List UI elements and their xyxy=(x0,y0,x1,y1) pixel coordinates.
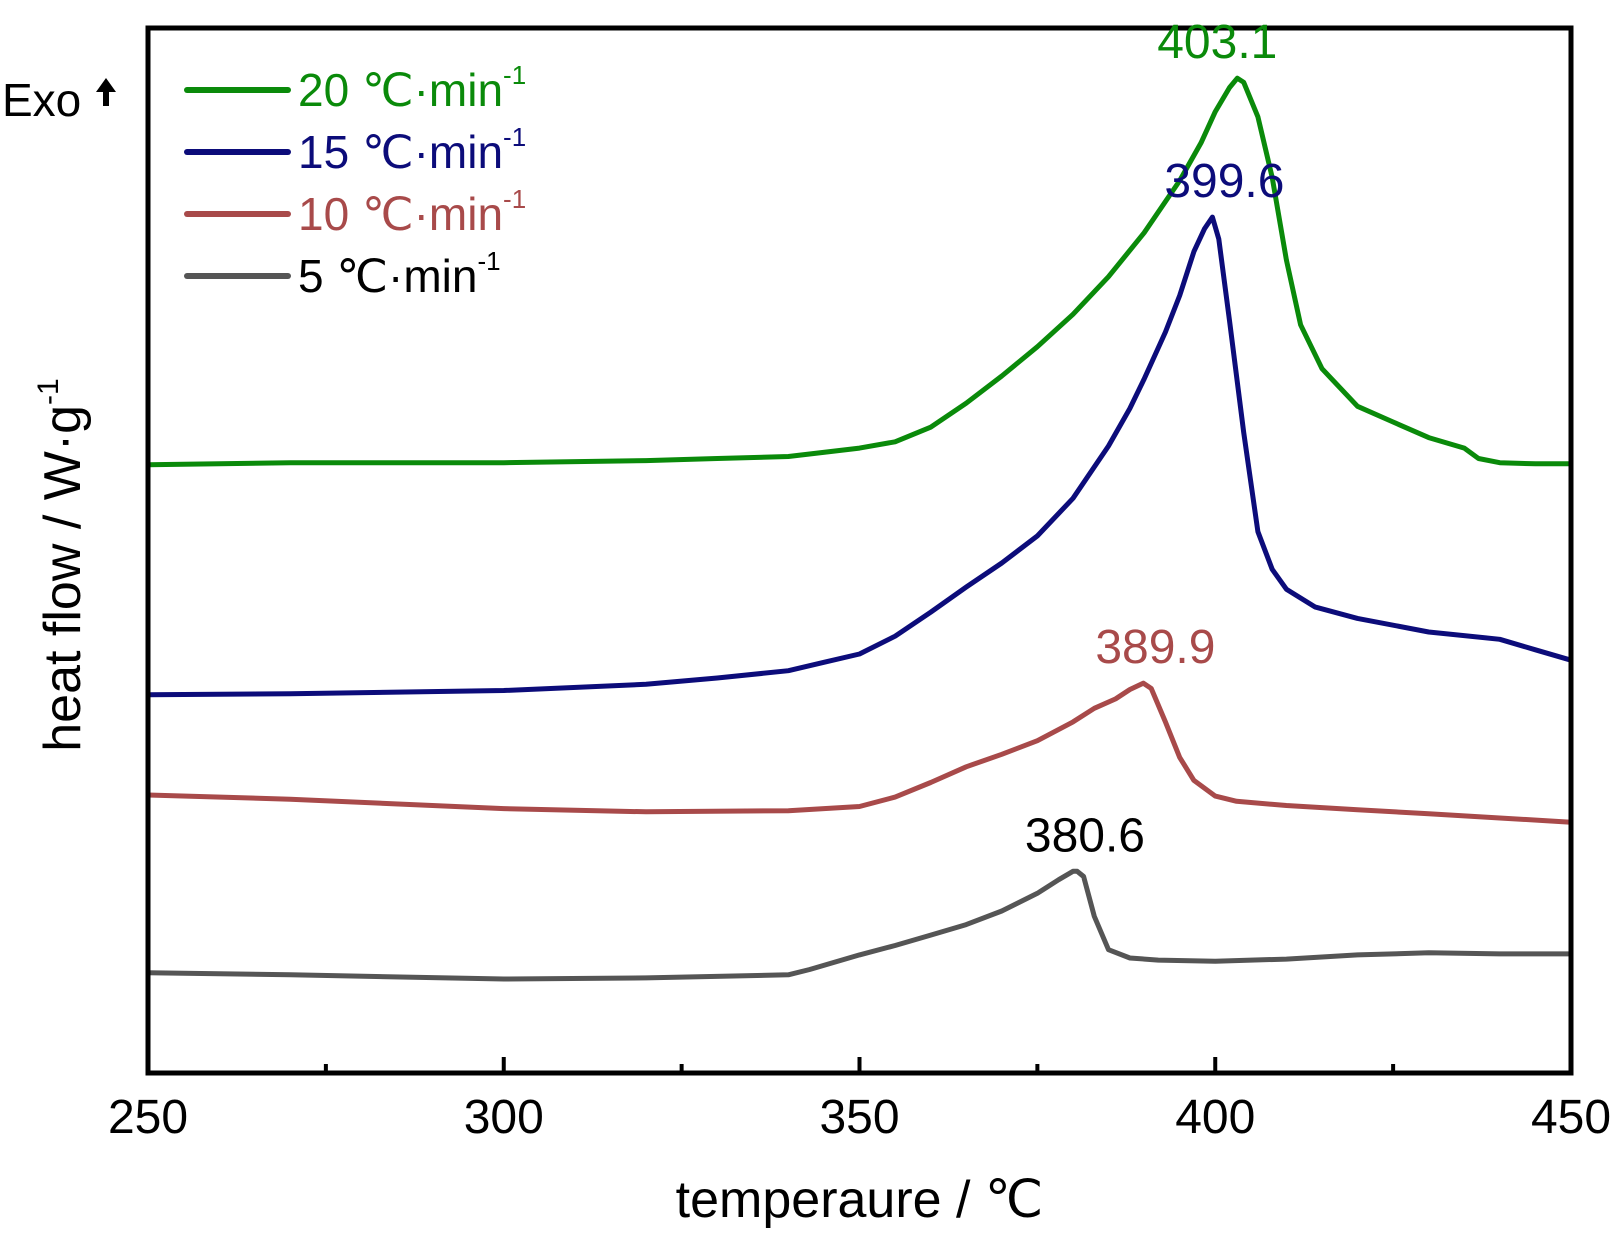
peak-label-0: 403.1 xyxy=(1157,16,1277,69)
legend-label-1: 15 ℃·min-1 xyxy=(298,122,526,178)
legend-label-0: 20 ℃·min-1 xyxy=(298,60,526,116)
series-line-1 xyxy=(145,214,1574,698)
up-arrow-icon xyxy=(96,78,116,106)
x-tick-label: 300 xyxy=(464,1091,544,1144)
series-layer xyxy=(145,75,1574,982)
series-line-2 xyxy=(145,680,1574,825)
x-tick-label: 250 xyxy=(108,1091,188,1144)
series-line-3 xyxy=(145,868,1574,982)
exo-indicator: Exo xyxy=(2,74,116,126)
legend-label-2: 10 ℃·min-1 xyxy=(298,184,526,240)
tick-layer: 250 300 350 400 450 xyxy=(108,1057,1611,1144)
plot-frame xyxy=(145,25,1574,1076)
peak-label-3: 380.6 xyxy=(1025,809,1145,862)
x-tick-label: 450 xyxy=(1531,1091,1611,1144)
exo-label: Exo xyxy=(2,74,81,126)
legend: 20 ℃·min-1 15 ℃·min-1 10 ℃·min-1 5 ℃·min-1 xyxy=(184,60,526,302)
x-axis-title: temperaure / ℃ xyxy=(676,1171,1044,1229)
y-axis-title-group: heat flow / W·g-1 xyxy=(32,378,92,751)
legend-label-3: 5 ℃·min-1 xyxy=(298,246,501,302)
y-axis-title-superscript: -1 xyxy=(32,378,65,405)
series-line-0 xyxy=(145,75,1574,468)
peak-labels: 403.1 399.6 389.9 380.6 xyxy=(1025,16,1285,862)
y-axis-title: heat flow / W·g-1 xyxy=(32,378,92,751)
x-tick-label: 400 xyxy=(1175,1091,1255,1144)
y-axis-title-main: heat flow / W·g xyxy=(34,405,92,752)
peak-label-1: 399.6 xyxy=(1164,155,1284,208)
x-tick-label: 350 xyxy=(819,1091,899,1144)
peak-label-2: 389.9 xyxy=(1095,621,1215,674)
